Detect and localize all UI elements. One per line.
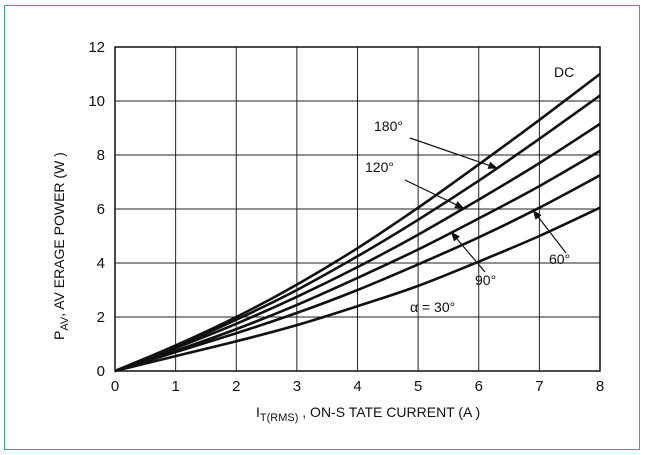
figure-frame: [4, 5, 640, 450]
curve-line: [114, 122, 601, 373]
curve-annotations: DC 180° 120° 90° 60° α = 30°: [365, 64, 574, 315]
x-tick-label: 7: [535, 378, 543, 395]
annotation-arrow: [409, 137, 498, 169]
x-axis-title: IT(RMS) , ON-S TATE CURRENT (A ): [256, 404, 480, 424]
grid: [114, 46, 601, 372]
y-tick-labels: 0 2 4 6 8 10 12: [88, 39, 105, 380]
curve-line: [114, 149, 601, 373]
y-tick-label: 10: [88, 93, 105, 110]
curves: [114, 72, 601, 373]
x-tick-label: 6: [475, 378, 483, 395]
x-tick-label: 1: [171, 378, 179, 395]
x-tick-label: 3: [293, 378, 301, 395]
x-tick-label: 2: [232, 378, 240, 395]
curve-label: 180°: [374, 118, 403, 134]
y-tick-label: 8: [97, 147, 105, 164]
curve-label: 60°: [549, 251, 570, 267]
annotation-arrow: [450, 231, 486, 273]
x-tick-label: 0: [111, 378, 119, 395]
annotation-arrow: [532, 209, 567, 254]
curve-line: [114, 72, 601, 373]
y-tick-label: 4: [97, 255, 105, 272]
plot-border: [114, 46, 601, 372]
y-tick-label: 0: [97, 363, 105, 380]
curve-label: 90°: [475, 272, 496, 288]
y-tick-label: 6: [97, 201, 105, 218]
curve-label: DC: [554, 64, 574, 80]
annotation-arrow: [404, 179, 465, 209]
y-axis-title: PAV, AV ERAGE POWER (W ): [51, 152, 71, 340]
curve-label: α = 30°: [410, 299, 455, 315]
curve-label: 120°: [365, 159, 394, 175]
curve-line: [114, 174, 601, 373]
y-tick-label: 2: [97, 309, 105, 326]
x-tick-label: 8: [596, 378, 604, 395]
x-tick-label: 5: [414, 378, 422, 395]
curve-line: [114, 94, 601, 373]
y-tick-label: 12: [88, 39, 105, 56]
x-tick-label: 4: [353, 378, 361, 395]
curve-line: [114, 206, 601, 373]
x-tick-labels: 0 1 2 3 4 5 6 7 8: [111, 378, 604, 395]
